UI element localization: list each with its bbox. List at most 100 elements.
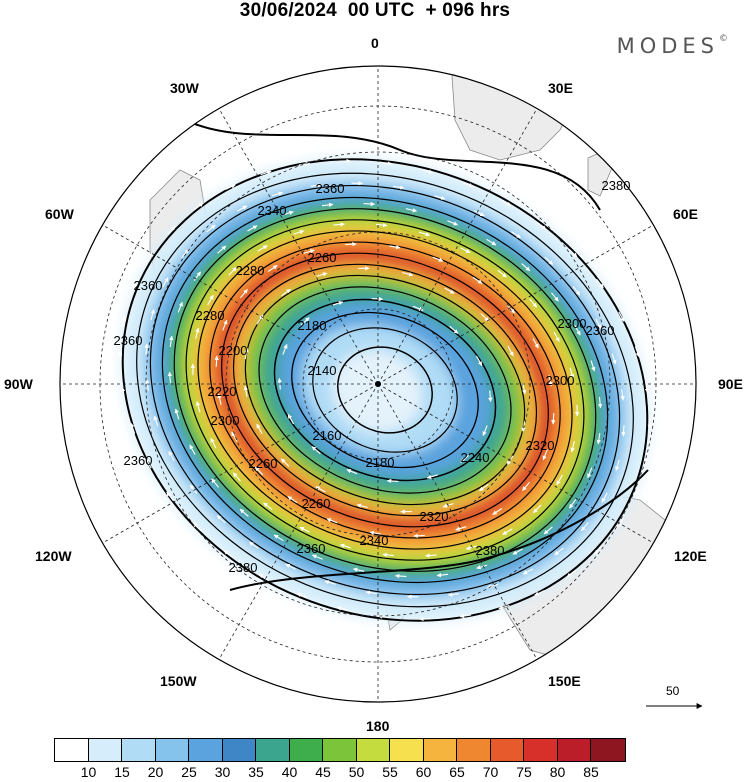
wind-vector (263, 502, 273, 511)
contour-label: 2340 (258, 203, 287, 218)
wind-vector (316, 272, 328, 277)
wind-vector (169, 335, 174, 347)
colorbar-swatch (122, 739, 156, 761)
wind-vector (280, 458, 290, 467)
lon-label-60e: 60E (673, 206, 698, 222)
wind-vector (285, 563, 296, 570)
contour-labels: 2360234022802260218022002140238023602300… (114, 178, 631, 575)
wind-vector (243, 385, 248, 397)
wind-vector (393, 185, 405, 190)
wind-vector (574, 325, 581, 336)
wind-vector (476, 355, 483, 366)
contour-label: 2380 (476, 543, 505, 558)
colorbar-swatch (323, 739, 357, 761)
lon-label-30w: 30W (170, 80, 199, 96)
contour-label: 2360 (316, 181, 345, 196)
wind-vector (426, 474, 438, 480)
wind-vector (386, 478, 399, 484)
wind-vector (480, 313, 490, 322)
wind-vector (459, 613, 472, 619)
colorbar-swatch (55, 739, 89, 761)
wind-vector (553, 331, 560, 342)
wind-vector (365, 590, 377, 595)
wind-vector (254, 466, 264, 476)
colorbar-tick-label: 60 (415, 764, 432, 780)
wind-vector (570, 441, 575, 453)
brand-name: MODES (616, 34, 719, 58)
wind-vector (352, 567, 365, 572)
wind-vector (300, 317, 310, 326)
wind-vector (394, 573, 407, 579)
wind-vector (543, 526, 553, 535)
wind-vector (130, 282, 137, 294)
contour-label: 2360 (134, 278, 163, 293)
height-contour (173, 208, 597, 572)
brand-logo: MODES© (617, 34, 728, 58)
contour-label: 2380 (229, 560, 258, 575)
wind-vector (590, 360, 596, 372)
wind-vector (620, 389, 625, 401)
contour-label: 2260 (249, 456, 278, 471)
colorbar-labels: 10 15 20 25 30 35 40 45 50 55 60 65 70 75 80 85 (54, 764, 704, 782)
colorbar-swatch (88, 739, 122, 761)
meridian-line (377, 218, 664, 385)
contour-label: 2260 (308, 250, 337, 265)
wind-vector (239, 289, 248, 299)
wind-vector (222, 319, 228, 331)
colorbar-tick-label: 25 (181, 764, 197, 780)
wind-vector (195, 401, 201, 413)
colorbar (54, 738, 626, 762)
wind-vector (326, 518, 338, 524)
height-contour (291, 311, 479, 469)
lon-label-180: 180 (366, 718, 390, 734)
wind-vector (568, 248, 578, 258)
wind-vector (444, 287, 455, 294)
wind-vector (380, 161, 393, 166)
wind-vector (296, 592, 308, 598)
wind-vector (369, 530, 381, 536)
contour-label: 2280 (236, 263, 265, 278)
wind-vector (321, 202, 334, 208)
wind-vector (522, 481, 531, 491)
wind-vector (596, 278, 604, 289)
wind-vector (166, 491, 174, 502)
colorbar-tick-label: 20 (147, 764, 164, 780)
wind-vector (488, 390, 493, 403)
wind-vector (282, 343, 288, 355)
wind-vector (120, 386, 126, 399)
wind-vector (258, 573, 269, 581)
colorbar-swatch (457, 739, 491, 761)
contour-label: 2220 (208, 384, 237, 399)
colorbar-tick-label: 70 (482, 764, 499, 780)
wind-vector (189, 444, 196, 455)
wind-vector (596, 433, 601, 445)
wind-vector (236, 205, 248, 212)
wind-vector (216, 515, 226, 524)
wind-vector (501, 199, 512, 207)
lon-label-30e: 30E (548, 80, 573, 96)
height-contour (185, 219, 585, 561)
colorbar-swatch (222, 739, 256, 761)
wind-vector (544, 256, 554, 265)
meridian-line (212, 383, 379, 670)
wind-vector (566, 570, 577, 578)
wind-vector (455, 526, 467, 531)
wind-vector (356, 503, 368, 509)
wind-vector (643, 452, 649, 465)
colorbar-swatch (490, 739, 524, 761)
wind-vector (145, 379, 150, 391)
wind-vector (542, 449, 548, 461)
height-contour (232, 263, 538, 517)
wind-vector (130, 422, 136, 434)
colorbar-tick-label: 15 (114, 764, 130, 780)
height-contour (149, 184, 621, 596)
lon-label-90w: 90W (4, 376, 33, 392)
wind-vector (177, 301, 183, 313)
meridian-line (377, 383, 664, 550)
height-contour (221, 252, 549, 528)
wind-vector (402, 271, 414, 277)
wind-vector (336, 606, 348, 611)
wind-vector (257, 245, 268, 252)
wind-vector (521, 263, 531, 272)
